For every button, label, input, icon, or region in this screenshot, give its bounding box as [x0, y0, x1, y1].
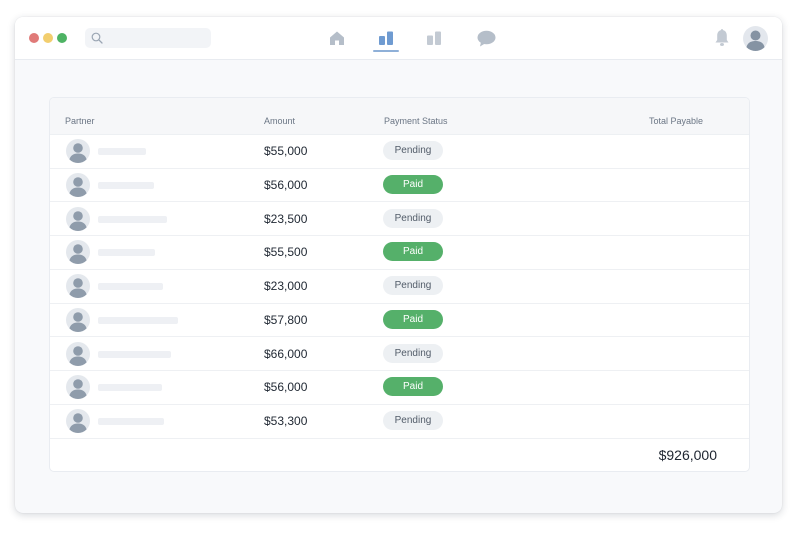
table-row[interactable]: $55,500 Paid: [50, 235, 749, 270]
table-row[interactable]: $66,000 Pending: [50, 337, 749, 372]
status-badge: Pending: [383, 343, 443, 363]
table-row[interactable]: $56,000 Paid: [50, 168, 749, 203]
avatar-icon: [69, 413, 87, 433]
partner-avatar: [66, 375, 90, 400]
avatar-icon: [69, 176, 87, 197]
header-partner[interactable]: Partner: [65, 116, 95, 126]
minimize-window-button[interactable]: [43, 33, 53, 43]
nav-messages-button[interactable]: [472, 25, 500, 51]
header-total-payable[interactable]: Total Payable: [649, 116, 704, 126]
user-avatar-button[interactable]: [743, 26, 768, 51]
maximize-window-button[interactable]: [57, 33, 67, 43]
avatar-icon: [69, 379, 87, 400]
partner-avatar: [66, 409, 90, 433]
partner-avatar: [66, 274, 90, 298]
amount-value: $57,800: [264, 312, 308, 327]
table-row[interactable]: $55,000 Pending: [50, 134, 749, 169]
status-badge: Paid: [383, 377, 443, 397]
avatar-icon: [69, 210, 87, 231]
table-row[interactable]: $23,000 Pending: [50, 269, 749, 304]
bar-chart-alt-icon: [427, 31, 441, 45]
status-badge: Pending: [383, 208, 443, 228]
partner-name-placeholder: [98, 148, 146, 155]
status-badge: Pending: [383, 276, 443, 295]
search-icon: [91, 32, 103, 44]
bell-icon: [715, 29, 729, 46]
top-bar: [15, 17, 782, 60]
partner-name-placeholder: [98, 350, 171, 358]
header-payment-status[interactable]: Payment Status: [384, 116, 448, 126]
amount-value: $55,000: [264, 144, 308, 158]
app-window: Partner Amount Payment Status Total Paya…: [15, 17, 782, 513]
table-row[interactable]: $23,500 Pending: [50, 202, 749, 237]
partner-name-placeholder: [98, 249, 155, 257]
amount-value: $56,000: [264, 177, 308, 192]
total-payable-value: $926,000: [658, 447, 717, 463]
bar-chart-icon: [379, 31, 393, 45]
nav-reports-button[interactable]: [420, 25, 448, 51]
chat-icon: [477, 30, 495, 46]
partner-name-placeholder: [98, 418, 164, 425]
table-row[interactable]: $53,300 Pending: [50, 404, 749, 439]
status-badge: Pending: [383, 411, 443, 430]
amount-value: $53,300: [264, 414, 308, 428]
avatar-icon: [69, 345, 87, 366]
avatar-icon: [69, 278, 87, 298]
amount-value: $23,500: [264, 211, 308, 226]
avatar-icon: [69, 143, 87, 163]
status-badge: Paid: [383, 309, 443, 329]
partner-avatar: [66, 206, 90, 231]
partner-name-placeholder: [98, 181, 154, 189]
nav-dashboard-button[interactable]: [372, 25, 400, 51]
avatar-icon: [69, 244, 87, 265]
table-header: Partner Amount Payment Status Total Paya…: [50, 98, 749, 135]
partner-name-placeholder: [98, 215, 167, 223]
partner-avatar: [66, 307, 90, 332]
table-row[interactable]: $57,800 Paid: [50, 303, 749, 338]
close-window-button[interactable]: [29, 33, 39, 43]
partner-name-placeholder: [98, 316, 178, 324]
amount-value: $66,000: [264, 346, 308, 361]
active-nav-indicator: [373, 50, 399, 52]
partner-avatar: [66, 139, 90, 163]
amount-value: $23,000: [264, 279, 308, 293]
partner-name-placeholder: [98, 384, 162, 392]
home-icon: [330, 31, 344, 45]
partner-avatar: [66, 172, 90, 197]
amount-value: $56,000: [264, 380, 308, 395]
partner-avatar: [66, 341, 90, 366]
avatar-icon: [746, 30, 765, 51]
status-badge: Pending: [383, 141, 443, 160]
nav-home-button[interactable]: [323, 25, 351, 51]
status-badge: Paid: [383, 242, 443, 262]
notifications-button[interactable]: [711, 27, 733, 49]
avatar-icon: [69, 311, 87, 332]
table-row[interactable]: $56,000 Paid: [50, 370, 749, 405]
payments-table: Partner Amount Payment Status Total Paya…: [49, 97, 750, 472]
status-badge: Paid: [383, 174, 443, 194]
amount-value: $55,500: [264, 245, 308, 260]
partner-avatar: [66, 240, 90, 265]
search-input[interactable]: [85, 28, 211, 48]
partner-name-placeholder: [98, 283, 163, 290]
header-amount[interactable]: Amount: [264, 116, 296, 126]
